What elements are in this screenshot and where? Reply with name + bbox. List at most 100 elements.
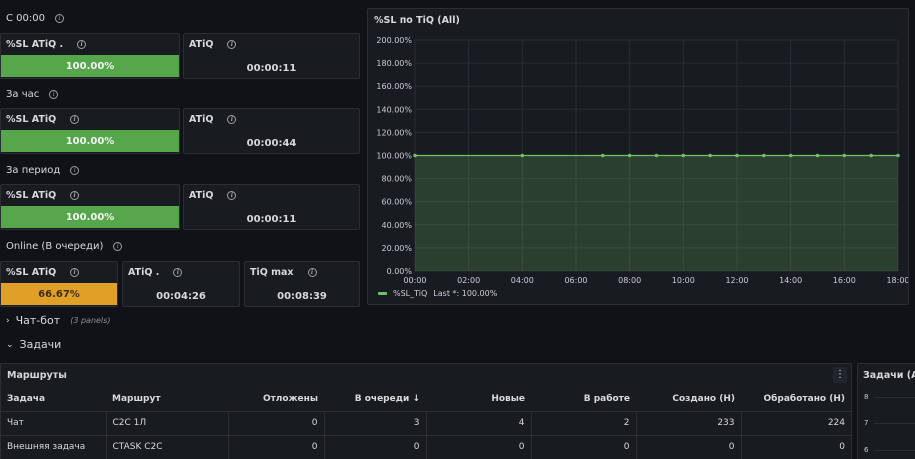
chart-panel-tasks[interactable]: Задачи (All 8 7 6 — [857, 363, 915, 459]
legend-last-value: Last *: 100.00% — [433, 289, 498, 298]
column-header-in-work[interactable]: В работе — [531, 387, 636, 412]
data-point — [842, 153, 847, 158]
info-icon[interactable]: i — [113, 242, 123, 251]
row-toggle-chatbot[interactable]: › Чат-бот (3 panels) — [6, 314, 110, 327]
tasks-panel-title: Задачи (All — [863, 370, 915, 381]
row-panel-count: (3 panels) — [70, 316, 111, 325]
chart-panel-title: %SL по TiQ (All) — [374, 15, 460, 26]
column-header-task[interactable]: Задача — [1, 387, 106, 412]
stat-panel-hour-atiq[interactable]: ATiQ i 00:00:44 — [183, 108, 360, 154]
row-toggle-tasks[interactable]: ⌄ Задачи — [6, 338, 61, 351]
panel-title: ATiQ — [189, 190, 214, 201]
data-point — [708, 153, 712, 158]
stat-panel-since-sl[interactable]: %SL ATiQ . i 100.00% — [0, 33, 180, 79]
info-icon[interactable]: i — [173, 268, 183, 277]
row-title-since: С 00:00 i — [6, 13, 64, 24]
info-icon[interactable]: i — [70, 191, 80, 200]
x-tick-label: 08:00 — [618, 276, 641, 285]
tasks-y-tick: 8 — [864, 393, 869, 401]
data-point — [762, 153, 766, 158]
cell-processed: 0 — [741, 435, 851, 459]
info-icon[interactable]: i — [70, 268, 80, 277]
row-title-tasks: Задачи — [19, 338, 62, 351]
info-icon[interactable]: i — [54, 14, 64, 23]
column-header-route[interactable]: Маршрут — [106, 387, 228, 412]
table-row[interactable]: Внешняя задача CTASK C2C 0 0 0 0 0 0 — [1, 435, 851, 459]
data-point — [735, 153, 739, 158]
tasks-grid-line — [874, 397, 915, 398]
stat-panel-online-atiq[interactable]: ATiQ . i 00:04:26 — [122, 261, 240, 307]
stat-panel-since-atiq[interactable]: ATiQ i 00:00:11 — [183, 33, 360, 79]
column-header-in-queue[interactable]: В очереди ↓ — [324, 387, 426, 412]
column-header-postponed[interactable]: Отложены — [228, 387, 324, 412]
info-icon[interactable]: i — [227, 40, 237, 49]
cell-new: 0 — [426, 435, 532, 459]
y-tick-label: 60.00% — [381, 198, 412, 207]
info-icon[interactable]: i — [49, 90, 59, 99]
cell-postponed: 0 — [228, 411, 325, 436]
legend-swatch-icon — [378, 292, 387, 295]
atiq-value: 00:00:44 — [246, 138, 297, 149]
tasks-y-tick: 7 — [864, 419, 869, 427]
y-tick-label: 120.00% — [376, 128, 412, 137]
table-panel-routes[interactable]: Маршруты ⋮ Задача Маршрут Отложены В оче… — [0, 363, 852, 459]
info-icon[interactable]: i — [70, 115, 80, 124]
cell-route: CTASK C2C — [106, 435, 229, 459]
panel-title: ATiQ — [189, 114, 214, 125]
info-icon[interactable]: i — [227, 191, 237, 200]
panel-menu-icon[interactable]: ⋮ — [833, 367, 847, 383]
panel-title: TiQ max — [250, 267, 294, 278]
row-title-period: За период i — [6, 165, 80, 176]
sort-arrow-icon: ↓ — [412, 393, 420, 404]
row-title-period-label: За период — [6, 165, 61, 176]
y-tick-label: 20.00% — [381, 244, 412, 253]
panel-title: %SL ATiQ — [6, 267, 57, 278]
atiq-value: 00:04:26 — [156, 291, 206, 302]
data-point — [654, 153, 659, 158]
info-icon[interactable]: i — [227, 115, 237, 124]
data-point — [869, 153, 873, 158]
panel-title: ATiQ — [189, 39, 214, 50]
x-tick-label: 10:00 — [672, 276, 695, 285]
stat-panel-period-sl[interactable]: %SL ATiQ i 100.00% — [0, 184, 180, 230]
stat-panel-online-sl[interactable]: %SL ATiQ i 66.67% — [0, 261, 118, 307]
column-header-created[interactable]: Создано (Н) — [636, 387, 741, 412]
y-tick-label: 180.00% — [376, 59, 412, 68]
chart-panel-sl-tiq[interactable]: %SL по TiQ (All) 200.00% 180.00% 160.00% 14… — [367, 8, 909, 305]
y-tick-label: 160.00% — [376, 82, 412, 91]
data-point — [520, 153, 525, 158]
stat-panel-hour-sl[interactable]: %SL ATiQ i 100.00% — [0, 108, 180, 154]
cell-created: 0 — [636, 435, 742, 459]
atiq-value: 00:00:11 — [246, 214, 297, 225]
x-tick-label: 06:00 — [564, 276, 587, 285]
stat-panel-period-atiq[interactable]: ATiQ i 00:00:11 — [183, 184, 360, 230]
tasks-grid-line — [874, 450, 915, 451]
sl-tiq-chart[interactable]: 200.00% 180.00% 160.00% 140.00% 120.00% 100.0… — [368, 9, 908, 304]
info-icon[interactable]: i — [307, 268, 317, 277]
row-title-chatbot: Чат-бот — [15, 314, 61, 327]
table-panel-title: Маршруты — [7, 370, 67, 381]
column-header-processed[interactable]: Обработано (Н) — [741, 387, 851, 412]
tiqmax-value: 00:08:39 — [277, 291, 327, 302]
x-tick-label: 16:00 — [833, 276, 856, 285]
cell-route: C2C 1Л — [106, 411, 229, 436]
chart-legend[interactable]: %SL_TiQ Last *: 100.00% — [378, 289, 497, 298]
sl-value-bar: 100.00% — [1, 130, 179, 152]
chevron-down-icon: ⌄ — [6, 339, 14, 350]
data-point — [601, 153, 605, 158]
table-row[interactable]: Чат C2C 1Л 0 3 4 2 233 224 — [1, 411, 851, 436]
cell-in-work: 0 — [531, 435, 637, 459]
panel-title: %SL ATiQ — [6, 190, 57, 201]
cell-in-queue: 3 — [324, 411, 427, 436]
info-icon[interactable]: i — [77, 40, 87, 49]
panel-title: %SL ATiQ — [6, 114, 57, 125]
sl-value-bar: 100.00% — [1, 55, 179, 77]
cell-in-queue: 0 — [324, 435, 427, 459]
row-title-online: Online (В очереди) i — [6, 241, 123, 252]
column-header-new[interactable]: Новые — [426, 387, 531, 412]
x-tick-label: 04:00 — [511, 276, 534, 285]
tasks-grid-line — [874, 423, 915, 424]
stat-panel-online-tiqmax[interactable]: TiQ max i 00:08:39 — [244, 261, 360, 307]
info-icon[interactable]: i — [70, 166, 80, 175]
y-tick-label: 80.00% — [381, 175, 412, 184]
